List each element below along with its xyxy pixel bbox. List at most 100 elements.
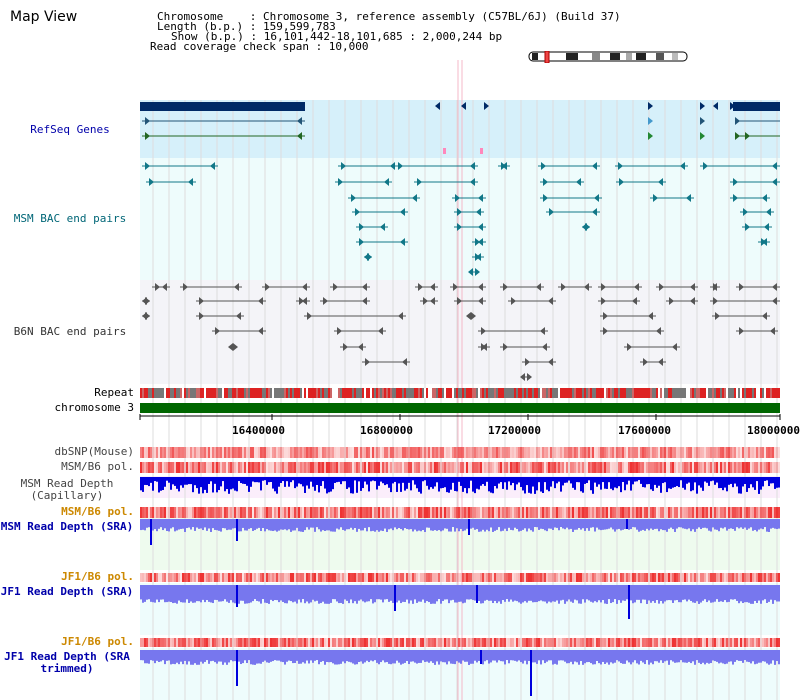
dbsnp-heat-cell [316,447,318,458]
track-label-msm-b6-pol-1[interactable]: MSM/B6 pol. [61,460,134,473]
dbsnp-heat-cell [512,447,514,458]
repeat-segment [372,388,374,398]
msm-b6-pol-heat-cell [384,507,386,518]
track-label-msm-bac[interactable]: MSM BAC end pairs [13,212,127,225]
jf1-b6-pol-heat-cell [366,573,368,582]
chromosome-ideogram[interactable] [528,51,690,63]
jf1-depth-trimmed-bar [454,650,456,665]
jf1-b6-pol-heat-cell [386,573,388,582]
dbsnp-heat-cell [224,447,226,458]
jf1-depth-sra-bar [502,585,504,601]
msm-depth-sra-bar [690,519,692,532]
jf1-b6-pol-heat-cell [326,638,328,647]
jf1-depth-trimmed-bar [236,650,238,686]
msm-depth-sra-bar [578,519,580,528]
msm-depth-sra-bar [420,519,422,532]
msm-b6-pol-heat-cell [540,507,542,518]
jf1-depth-sra-bar [350,585,352,600]
msm-b6-pol-heat-cell [706,462,708,473]
dbsnp-heat-cell [252,447,254,458]
jf1-b6-pol-heat-cell [754,573,756,582]
msm-depth-capillary-bar [162,477,164,491]
jf1-depth-sra-bar [626,585,628,600]
msm-depth-capillary-bar [362,477,364,489]
jf1-depth-sra-bar [372,585,374,604]
jf1-depth-trimmed-bar [146,650,148,664]
repeat-segment [198,388,200,398]
dbsnp-heat-cell [242,447,244,458]
msm-depth-sra-bar [692,519,694,530]
repeat-segment [202,388,204,398]
msm-depth-sra-bar [618,519,620,529]
msm-b6-pol-heat-cell [546,507,548,518]
jf1-depth-sra-bar [440,585,442,604]
msm-b6-pol-heat-cell [520,462,522,473]
msm-b6-pol-heat-cell [244,507,246,518]
msm-depth-sra-bar [378,519,380,532]
msm-depth-capillary-bar [508,477,510,482]
track-label-jf1-depth-trimmed[interactable]: JF1 Read Depth (SRA trimmed) [4,650,130,675]
feature-end [162,283,167,291]
dbsnp-heat-cell [620,447,622,458]
msm-depth-capillary-bar [562,477,564,486]
msm-b6-pol-heat-cell [742,507,744,518]
msm-b6-pol-heat-cell [254,507,256,518]
msm-depth-capillary-bar [418,477,420,492]
jf1-b6-pol-heat-cell [698,573,700,582]
track-label-dbsnp[interactable]: dbSNP(Mouse) [54,445,134,458]
track-label-refseq[interactable]: RefSeq Genes [30,123,110,136]
msm-b6-pol-heat-cell [700,507,702,518]
jf1-depth-trimmed-bar [512,650,514,661]
msm-depth-capillary-bar [208,477,210,484]
dbsnp-heat-cell [774,447,776,458]
track-label-msm-depth-capillary[interactable]: MSM Read Depth (Capillary) [20,477,114,502]
dbsnp-heat-cell [472,447,474,458]
dbsnp-heat-cell [740,447,742,458]
jf1-depth-sra-bar [712,585,714,603]
jf1-depth-sra-bar [558,585,560,604]
jf1-depth-trimmed-bar [480,650,482,664]
repeat-segment [152,388,154,398]
jf1-b6-pol-heat-cell [406,638,408,647]
repeat-segment [398,388,400,398]
msm-depth-sra-bar [296,519,298,528]
msm-b6-pol-heat-cell [266,507,268,518]
msm-depth-capillary-bar [430,477,432,488]
msm-depth-sra-bar [328,519,330,531]
track-label-jf1-b6-pol-1[interactable]: JF1/B6 pol. [61,570,134,583]
jf1-b6-pol-heat-cell [520,573,522,582]
jf1-depth-trimmed-bar [278,650,280,661]
repeat-segment [322,388,324,398]
track-label-msm-b6-pol-2[interactable]: MSM/B6 pol. [61,505,134,518]
jf1-depth-trimmed-bar [412,650,414,662]
msm-b6-pol-heat-cell [644,462,646,473]
msm-depth-sra-bar [334,519,336,532]
dbsnp-heat-cell [578,447,580,458]
jf1-depth-trimmed-bar [442,650,444,663]
feature-end [457,297,462,305]
track-label-jf1-depth-sra[interactable]: JF1 Read Depth (SRA) [0,585,134,598]
track-label-msm-depth-sra[interactable]: MSM Read Depth (SRA) [0,520,134,533]
msm-depth-capillary-bar [446,477,448,493]
dbsnp-heat-cell [156,447,158,458]
msm-depth-capillary-bar [164,477,166,487]
track-label-b6n-bac[interactable]: B6N BAC end pairs [13,325,127,338]
msm-depth-sra-bar [530,519,532,531]
dbsnp-heat-cell [320,447,322,458]
msm-depth-capillary-bar [626,477,628,485]
dbsnp-heat-cell [212,447,214,458]
feature-end [762,238,767,246]
repeat-segment [470,388,472,398]
jf1-depth-trimmed-bar [374,650,376,661]
jf1-depth-trimmed-bar [280,650,282,662]
msm-b6-pol-heat-cell [160,462,162,473]
jf1-depth-sra-bar [302,585,304,600]
jf1-b6-pol-heat-cell [486,573,488,582]
dbsnp-heat-cell [754,447,756,458]
dbsnp-heat-cell [364,447,366,458]
track-label-jf1-b6-pol-2[interactable]: JF1/B6 pol. [61,635,134,648]
msm-depth-sra-bar [460,519,462,529]
jf1-depth-sra-bar [424,585,426,603]
msm-b6-pol-heat-cell [760,462,762,473]
